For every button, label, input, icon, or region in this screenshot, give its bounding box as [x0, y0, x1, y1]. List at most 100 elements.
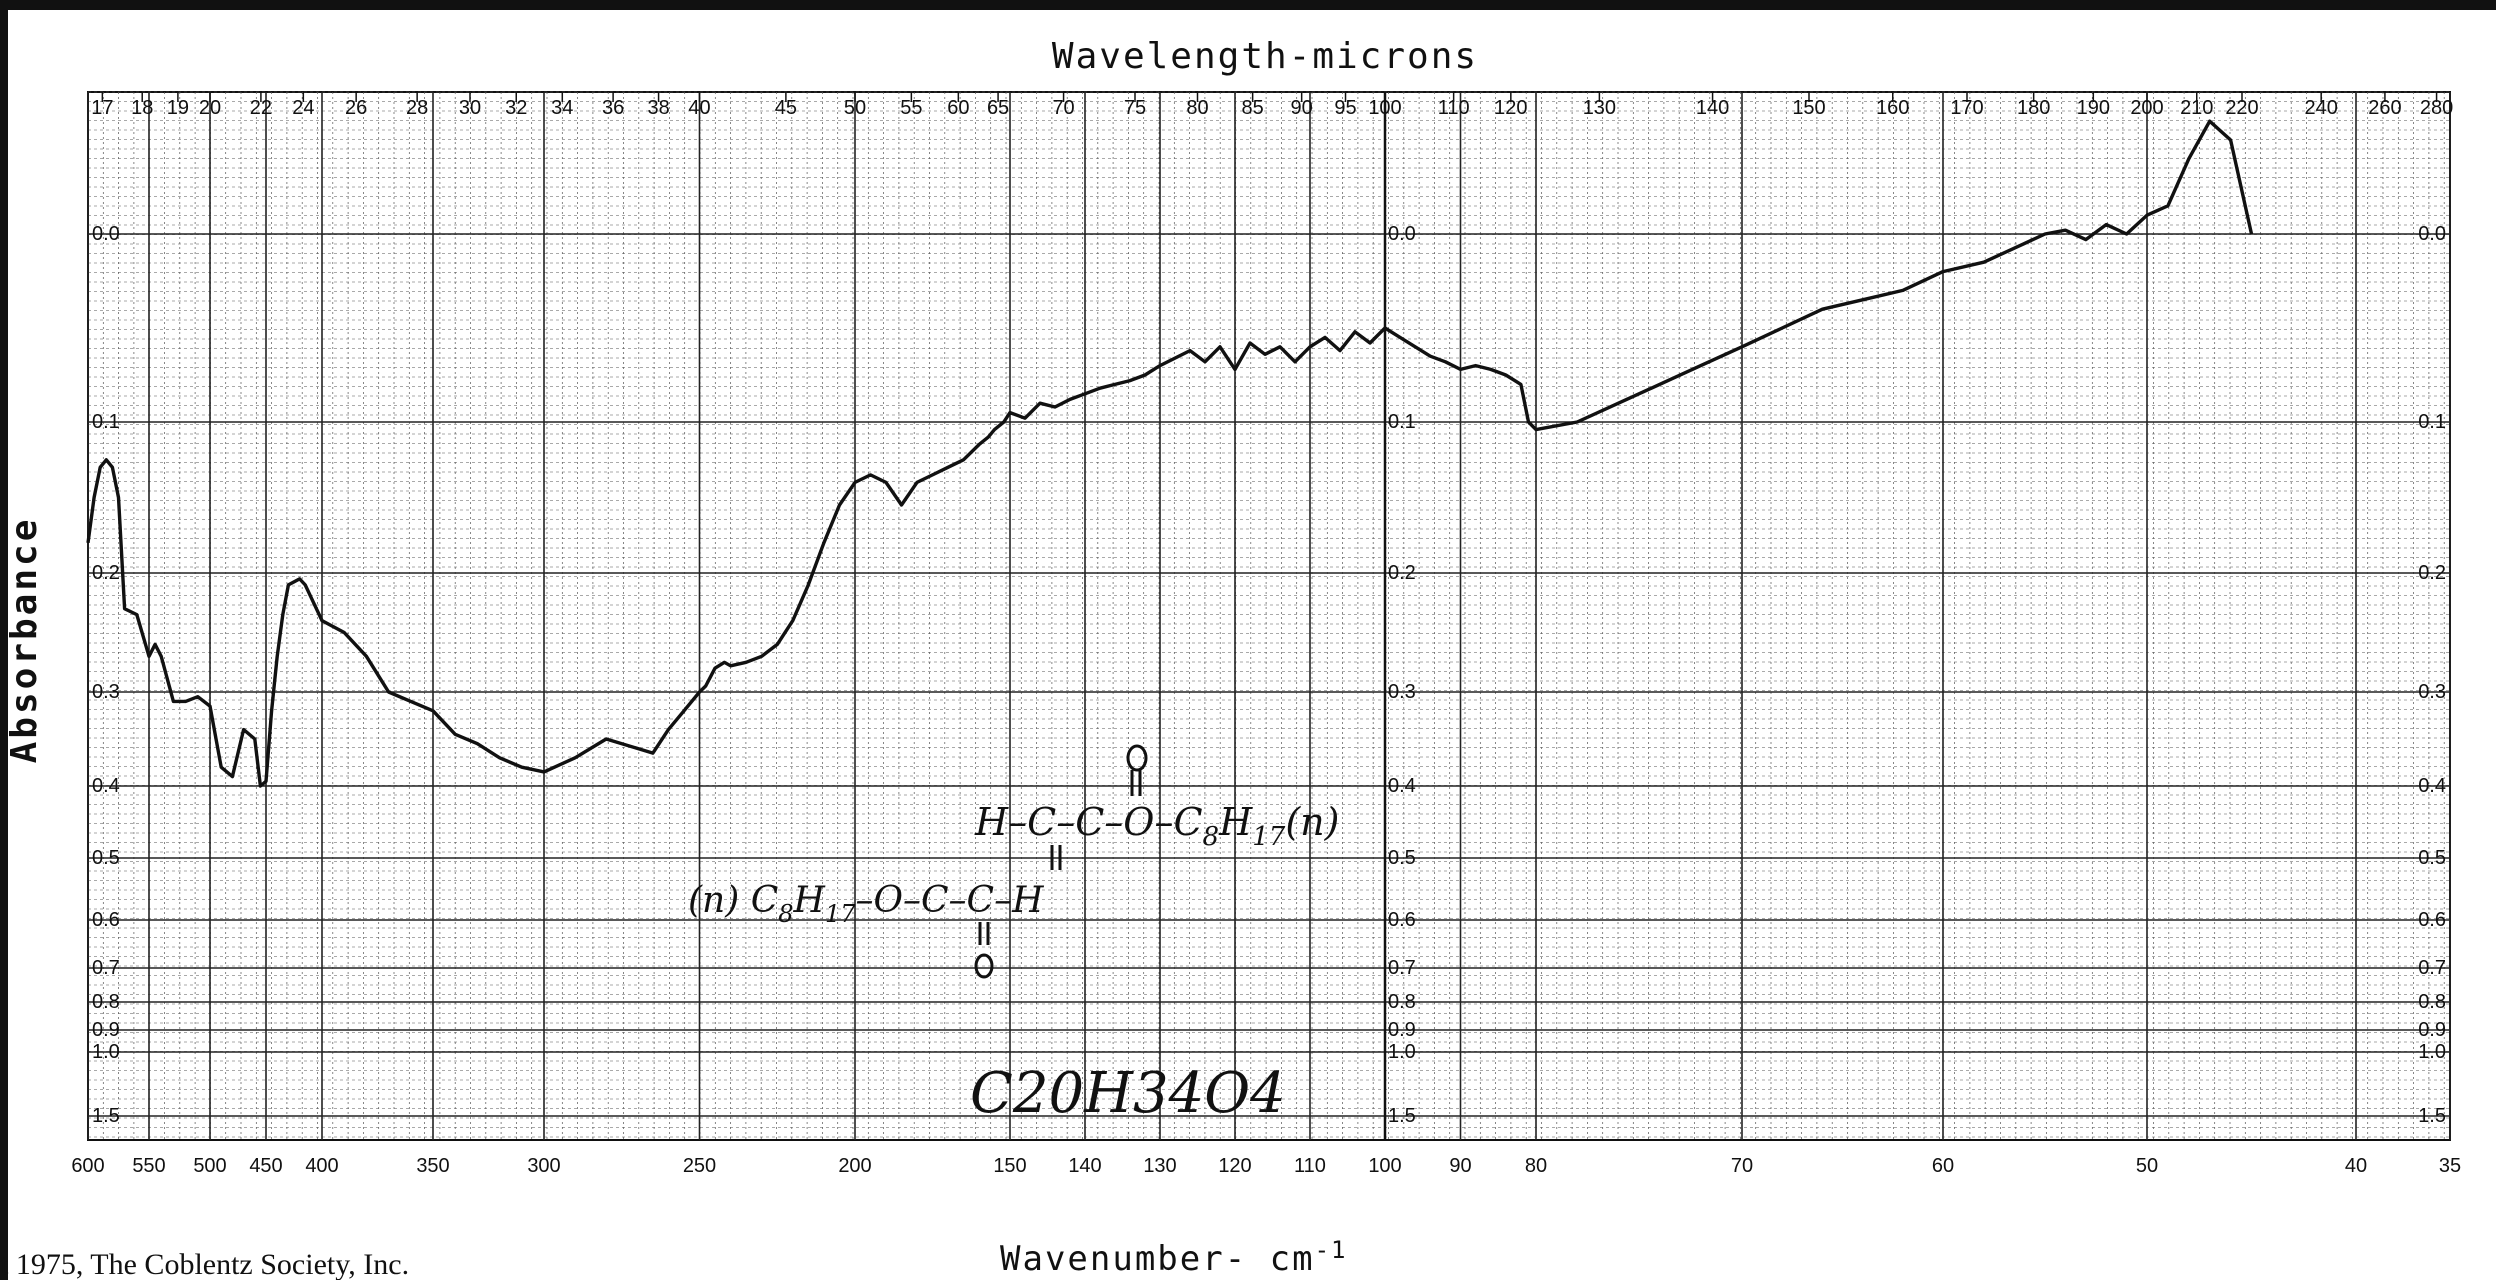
top-tick-label: 190	[2077, 97, 2110, 119]
x-tick-label: 550	[132, 1155, 165, 1177]
x-axis-label-main: Wavenumber- cm	[1000, 1239, 1315, 1279]
top-tick-label: 17	[91, 97, 113, 119]
y-tick-label: 0.8	[92, 991, 120, 1013]
y-tick-label: 1.0	[1388, 1041, 1416, 1063]
top-tick-label: 180	[2017, 97, 2050, 119]
y-tick-label: 0.2	[92, 562, 120, 584]
x-tick-label: 150	[993, 1155, 1026, 1177]
formula-line-2: (n) C8H17–O–C–C–H	[688, 880, 1044, 928]
x-tick-label: 100	[1368, 1155, 1401, 1177]
y-tick-label: 0.5	[1388, 847, 1416, 869]
top-tick-label: 90	[1291, 97, 1313, 119]
chart-title: Wavelength-microns	[1052, 36, 1478, 77]
spectrum-series	[86, 119, 2254, 788]
y-tick-label: 0.2	[1388, 562, 1416, 584]
absorbance-trace	[86, 119, 2254, 788]
top-tick-label: 280	[2420, 97, 2453, 119]
structure-annotation: H–C–C–O–C8H17(n) (n) C8H17–O–C–C–H C20H3…	[688, 744, 1339, 1126]
y-tick-label: 1.5	[2418, 1105, 2446, 1127]
formula-line-1: H–C–C–O–C8H17(n)	[974, 800, 1339, 852]
y-tick-label: 0.8	[2418, 991, 2446, 1013]
y-tick-label: 0.5	[2418, 847, 2446, 869]
top-tick-label: 19	[167, 97, 189, 119]
y-tick-label: 0.0	[1388, 223, 1416, 245]
y-tick-label: 0.7	[1388, 957, 1416, 979]
top-tick-label: 160	[1876, 97, 1909, 119]
molecular-formula: C20H34O4	[970, 1061, 1286, 1126]
x-tick-label: 50	[2136, 1155, 2158, 1177]
top-tick-label: 22	[250, 97, 272, 119]
x-tick-label: 120	[1218, 1155, 1251, 1177]
top-tick-label: 240	[2304, 97, 2337, 119]
top-tick-label: 24	[292, 97, 314, 119]
y-tick-label: 0.7	[2418, 957, 2446, 979]
y-tick-label: 0.9	[2418, 1019, 2446, 1041]
y-tick-label: 0.6	[2418, 909, 2446, 931]
top-tick-label: 110	[1438, 97, 1470, 119]
x-tick-label: 200	[838, 1155, 871, 1177]
x-tick-label: 140	[1068, 1155, 1101, 1177]
top-tick-label: 40	[688, 97, 710, 119]
top-tick-label: 34	[551, 97, 573, 119]
top-tick-label: 45	[775, 97, 797, 119]
top-tick-label: 55	[900, 97, 922, 119]
top-tick-label: 80	[1186, 97, 1208, 119]
y-tick-label: 0.0	[92, 223, 120, 245]
y-tick-label: 0.1	[92, 411, 120, 433]
top-tick-label: 130	[1583, 97, 1616, 119]
top-tick-label: 260	[2368, 97, 2401, 119]
y-tick-label: 0.4	[1388, 775, 1416, 797]
y-tick-label: 0.1	[2418, 411, 2446, 433]
x-axis-label-superscript: -1	[1315, 1236, 1348, 1264]
x-tick-label: 35	[2439, 1155, 2461, 1177]
y-tick-label: 0.1	[1388, 411, 1416, 433]
x-tick-label: 350	[416, 1155, 449, 1177]
y-tick-label: 0.3	[92, 681, 120, 703]
x-tick-label: 500	[193, 1155, 226, 1177]
x-tick-label: 80	[1525, 1155, 1547, 1177]
x-tick-label: 400	[305, 1155, 338, 1177]
y-axis-label: Absorbance	[4, 517, 45, 764]
x-tick-label: 90	[1449, 1155, 1471, 1177]
top-tick-label: 20	[199, 97, 221, 119]
y-tick-label: 0.7	[92, 957, 120, 979]
top-axis-ticks: 17 18 19 20 22 24 26 28 30 32 34 36 38 40 45 50 55 60 65 70…	[91, 92, 2453, 119]
x-tick-label: 300	[527, 1155, 560, 1177]
top-tick-label: 85	[1242, 97, 1264, 119]
top-tick-label: 60	[947, 97, 969, 119]
y-tick-label: 0.3	[2418, 681, 2446, 703]
x-tick-label: 110	[1294, 1155, 1326, 1177]
y-tick-label: 0.4	[92, 775, 120, 797]
top-tick-label: 210	[2180, 97, 2213, 119]
x-tick-label: 250	[683, 1155, 716, 1177]
chart-grid	[87, 91, 2451, 1141]
top-tick-label: 70	[1052, 97, 1074, 119]
carbonyl-bond-marks	[974, 744, 1148, 979]
top-tick-label: 140	[1696, 97, 1729, 119]
y-tick-label: 1.5	[1388, 1105, 1416, 1127]
y-tick-label: 1.0	[2418, 1041, 2446, 1063]
top-tick-label: 150	[1792, 97, 1825, 119]
y-tick-label: 0.6	[92, 909, 120, 931]
x-tick-label: 600	[71, 1155, 104, 1177]
x-tick-label: 60	[1932, 1155, 1954, 1177]
copyright-notice: t 1975, The Coblentz Society, Inc.	[0, 1248, 409, 1280]
y-tick-label: 0.5	[92, 847, 120, 869]
top-tick-label: 26	[345, 97, 367, 119]
y-axis-ticks: 0.0 0.0 0.0 0.1 0.1 0.1 0.2 0.2 0.2 0.3 0.3 0.3 0.4 0…	[92, 223, 2446, 1127]
top-tick-label: 95	[1334, 97, 1356, 119]
top-tick-label: 36	[602, 97, 624, 119]
top-tick-label: 100	[1368, 97, 1401, 119]
top-tick-label: 220	[2225, 97, 2258, 119]
y-tick-label: 0.9	[92, 1019, 120, 1041]
top-tick-label: 50	[844, 97, 866, 119]
bottom-axis-ticks: 600 550 500 450 400 350 300 250 200 150 140 130 120 1…	[71, 1155, 2461, 1177]
top-tick-label: 200	[2130, 97, 2163, 119]
top-tick-label: 170	[1950, 97, 1983, 119]
top-tick-label: 65	[987, 97, 1009, 119]
top-tick-label: 28	[406, 97, 428, 119]
top-tick-label: 120	[1494, 97, 1527, 119]
x-tick-label: 130	[1143, 1155, 1176, 1177]
y-tick-label: 0.3	[1388, 681, 1416, 703]
